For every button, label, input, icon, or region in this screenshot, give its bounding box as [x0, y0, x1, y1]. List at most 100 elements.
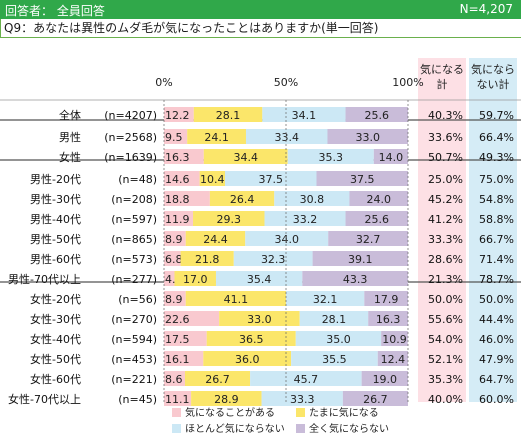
bar-segment	[342, 391, 408, 406]
summary-value: 66.7%	[479, 233, 514, 246]
summary-col-1-bg	[418, 58, 466, 402]
bar-value-label: 35.4	[247, 273, 272, 286]
row-label-name: 男性-60代	[30, 252, 81, 266]
summary-value: 75.0%	[479, 173, 514, 186]
bar-segment	[291, 351, 378, 366]
bar-segment	[203, 351, 292, 366]
row-label-n: (n=2568)	[104, 131, 157, 144]
bar-segment	[209, 191, 275, 206]
bar-value-label: 8.6	[165, 373, 183, 386]
legend-swatch	[172, 408, 181, 417]
x-tick-label: 100%	[392, 76, 423, 89]
row-label-name: 男性-50代	[30, 232, 81, 246]
bar-segment	[185, 291, 286, 306]
row-label-n: (n=208)	[111, 193, 157, 206]
summary-value: 52.1%	[428, 353, 463, 366]
bar-segment	[233, 251, 313, 266]
sample-size-label: N=4,207	[459, 2, 513, 16]
bar-value-label: 16.3	[376, 313, 401, 326]
bar-segment	[274, 191, 350, 206]
bar-segment	[381, 331, 408, 346]
bar-segment	[164, 149, 204, 164]
respondents-label: 回答者： 全員回答	[5, 4, 105, 18]
bar-value-label: 18.8	[165, 193, 190, 206]
bar-value-label: 17.9	[374, 293, 399, 306]
bar-segment	[164, 211, 194, 226]
legend-swatch	[172, 424, 181, 433]
summary-value: 66.4%	[479, 131, 514, 144]
bar-value-label: 30.8	[300, 193, 325, 206]
bar-segment	[345, 211, 408, 226]
bar-segment	[287, 149, 374, 164]
bar-value-label: 17.0	[183, 273, 208, 286]
bar-value-label: 10.9	[382, 333, 407, 346]
summary-col-2-bg	[469, 58, 517, 402]
summary-value: 45.2%	[428, 193, 463, 206]
legend-swatch	[296, 424, 305, 433]
bar-segment	[199, 171, 225, 186]
bar-segment	[368, 311, 408, 326]
bar-value-label: 35.5	[322, 353, 347, 366]
bar-segment	[261, 391, 343, 406]
bar-segment	[164, 311, 220, 326]
bar-value-label: 11.1	[165, 393, 190, 406]
bar-value-label: 21.8	[195, 253, 220, 266]
bar-segment	[361, 371, 408, 386]
bar-segment	[193, 107, 263, 122]
summary-value: 44.4%	[479, 313, 514, 326]
row-label-name: 男性-30代	[30, 192, 81, 206]
bar-value-label: 33.2	[293, 213, 318, 226]
bar-value-label: 45.7	[294, 373, 319, 386]
bar-value-label: 33.4	[274, 131, 299, 144]
bar-segment	[164, 271, 175, 286]
bar-segment	[215, 271, 303, 286]
bar-segment	[164, 291, 186, 306]
summary-value: 58.8%	[479, 213, 514, 226]
summary-value: 47.9%	[479, 353, 514, 366]
summary-value: 64.7%	[479, 373, 514, 386]
summary-value: 59.7%	[479, 109, 514, 122]
summary-value: 21.3%	[428, 273, 463, 286]
bar-value-label: 32.7	[356, 233, 381, 246]
bar-segment	[225, 171, 317, 186]
summary-value: 28.6%	[428, 253, 463, 266]
bar-segment	[164, 107, 194, 122]
summary-value: 40.0%	[428, 393, 463, 406]
row-label-n: (n=573)	[111, 253, 157, 266]
summary-col-1-title: 計	[437, 77, 448, 91]
bar-segment	[245, 129, 328, 144]
summary-value: 33.6%	[428, 131, 463, 144]
bar-value-label: 28.1	[322, 313, 347, 326]
summary-value: 50.0%	[428, 293, 463, 306]
summary-col-2-title: 気になら	[471, 62, 515, 76]
bar-value-label: 37.5	[259, 173, 284, 186]
row-label-n: (n=277)	[111, 273, 157, 286]
bar-segment	[345, 107, 408, 122]
row-label-name: 女性-30代	[30, 312, 81, 326]
bar-value-label: 28.1	[216, 109, 241, 122]
row-label-name: 男性-20代	[30, 172, 81, 186]
legend-label: 全く気にならない	[309, 422, 389, 435]
bar-segment	[286, 291, 365, 306]
bar-segment	[164, 371, 185, 386]
bar-segment	[164, 129, 188, 144]
bar-value-label: 22.6	[165, 313, 190, 326]
row-label-n: (n=56)	[118, 293, 157, 306]
bar-value-label: 8.9	[165, 293, 183, 306]
row-label-n: (n=270)	[111, 313, 157, 326]
bar-value-label: 37.5	[350, 173, 375, 186]
bar-value-label: 41.1	[224, 293, 249, 306]
summary-value: 40.3%	[428, 109, 463, 122]
bar-value-label: 35.0	[326, 333, 351, 346]
bar-segment	[312, 251, 408, 266]
bar-value-label: 8.9	[165, 233, 183, 246]
bar-value-label: 24.0	[366, 193, 391, 206]
row-label-n: (n=48)	[118, 173, 157, 186]
bar-segment	[164, 171, 200, 186]
bar-segment	[164, 231, 186, 246]
bar-value-label: 24.4	[203, 233, 228, 246]
bar-value-label: 29.3	[217, 213, 242, 226]
row-label-n: (n=865)	[111, 233, 157, 246]
